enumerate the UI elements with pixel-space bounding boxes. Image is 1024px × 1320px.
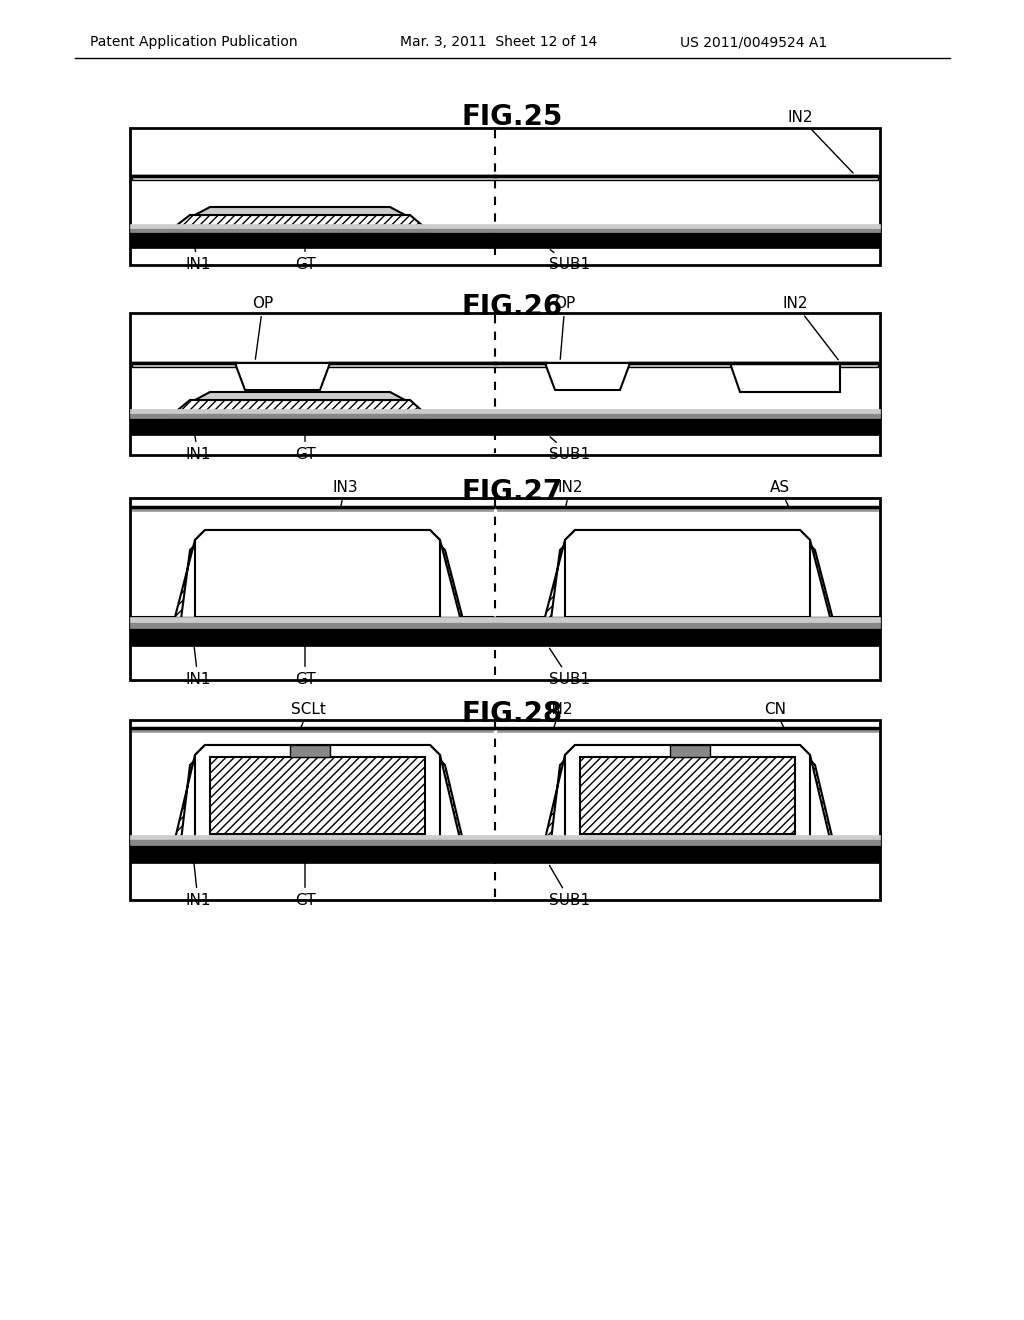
Bar (497, 507, 878, 511)
Text: IN1: IN1 (185, 631, 211, 686)
Text: US 2011/0049524 A1: US 2011/0049524 A1 (680, 36, 827, 49)
Text: SUB1: SUB1 (550, 437, 591, 462)
Text: GT: GT (295, 235, 315, 272)
Bar (130, 228, 880, 232)
Bar (497, 729, 878, 733)
Text: IN2: IN2 (787, 110, 853, 173)
Bar (130, 413, 880, 418)
Polygon shape (168, 215, 430, 232)
Bar (290, 744, 330, 756)
Bar (130, 840, 880, 845)
Bar (132, 616, 493, 627)
Polygon shape (132, 531, 493, 627)
Polygon shape (497, 744, 878, 849)
Polygon shape (730, 363, 840, 392)
Text: GT: GT (295, 631, 315, 686)
Bar (132, 507, 493, 511)
Text: FIG.26: FIG.26 (462, 293, 562, 321)
Bar (130, 128, 880, 265)
Text: FIG.28: FIG.28 (462, 700, 562, 729)
Text: OP: OP (252, 296, 273, 359)
Bar (132, 729, 493, 733)
Text: IN1: IN1 (185, 235, 211, 272)
Polygon shape (195, 207, 406, 215)
Polygon shape (132, 744, 493, 849)
Text: GT: GT (295, 421, 315, 462)
Bar (130, 313, 880, 455)
Text: IN2: IN2 (782, 296, 839, 360)
Text: SCLt: SCLt (291, 702, 326, 727)
Bar (132, 176, 878, 180)
Text: IN2: IN2 (547, 702, 572, 727)
Bar (130, 224, 880, 228)
Text: Patent Application Publication: Patent Application Publication (90, 36, 298, 49)
Polygon shape (565, 744, 810, 840)
Bar (670, 744, 710, 756)
Text: IN1: IN1 (185, 847, 211, 908)
Text: IN1: IN1 (185, 421, 211, 462)
Polygon shape (545, 363, 630, 389)
Bar (130, 616, 880, 622)
Bar (580, 756, 795, 834)
Polygon shape (195, 744, 440, 840)
Bar (130, 232, 880, 248)
Bar (132, 840, 493, 849)
Bar (497, 840, 878, 849)
Polygon shape (234, 363, 330, 389)
Bar (130, 498, 880, 680)
Bar (130, 628, 880, 645)
Text: OP: OP (554, 296, 575, 359)
Text: FIG.25: FIG.25 (462, 103, 562, 131)
Text: SUB1: SUB1 (550, 249, 591, 272)
Bar (130, 418, 880, 436)
Bar (132, 362, 878, 367)
Bar (210, 756, 425, 834)
Bar (130, 719, 880, 900)
Text: SUB1: SUB1 (550, 648, 591, 686)
Text: AS: AS (770, 480, 791, 507)
Text: FIG.27: FIG.27 (462, 478, 562, 506)
Text: SUB1: SUB1 (550, 866, 591, 908)
Text: Mar. 3, 2011  Sheet 12 of 14: Mar. 3, 2011 Sheet 12 of 14 (400, 36, 597, 49)
Text: GT: GT (295, 847, 315, 908)
Text: CN: CN (764, 702, 786, 727)
Bar (130, 836, 880, 840)
Polygon shape (195, 392, 406, 400)
Bar (130, 622, 880, 628)
Text: IN3: IN3 (332, 480, 357, 507)
Polygon shape (565, 531, 810, 616)
Bar (130, 409, 880, 413)
Bar (497, 616, 878, 627)
Bar (130, 845, 880, 863)
Polygon shape (168, 400, 430, 418)
Polygon shape (497, 531, 878, 627)
Polygon shape (195, 531, 440, 616)
Text: IN2: IN2 (557, 480, 583, 507)
